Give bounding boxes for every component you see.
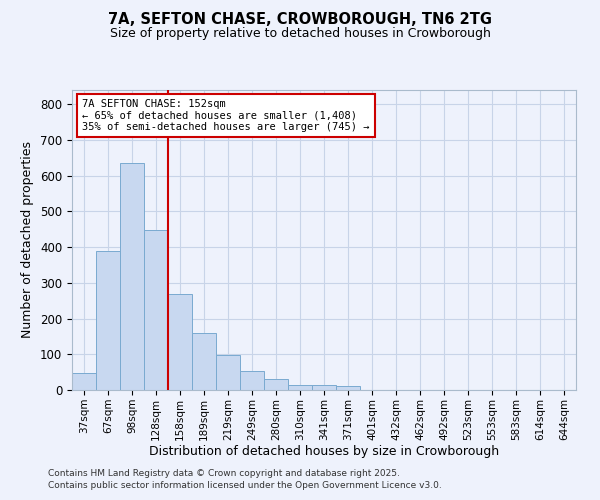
Text: 7A, SEFTON CHASE, CROWBOROUGH, TN6 2TG: 7A, SEFTON CHASE, CROWBOROUGH, TN6 2TG — [108, 12, 492, 28]
Bar — [264, 380, 288, 390]
Bar — [336, 386, 360, 390]
Text: Size of property relative to detached houses in Crowborough: Size of property relative to detached ho… — [110, 28, 490, 40]
Bar — [120, 163, 144, 390]
Bar — [288, 386, 312, 390]
Text: 7A SEFTON CHASE: 152sqm
← 65% of detached houses are smaller (1,408)
35% of semi: 7A SEFTON CHASE: 152sqm ← 65% of detache… — [82, 99, 370, 132]
Bar — [144, 230, 168, 390]
Text: Contains HM Land Registry data © Crown copyright and database right 2025.: Contains HM Land Registry data © Crown c… — [48, 468, 400, 477]
Text: Contains public sector information licensed under the Open Government Licence v3: Contains public sector information licen… — [48, 481, 442, 490]
Bar — [240, 372, 264, 390]
Bar — [312, 386, 336, 390]
Bar — [216, 355, 240, 390]
Bar — [168, 294, 192, 390]
Bar — [192, 333, 216, 390]
X-axis label: Distribution of detached houses by size in Crowborough: Distribution of detached houses by size … — [149, 446, 499, 458]
Bar — [96, 250, 120, 390]
Y-axis label: Number of detached properties: Number of detached properties — [22, 142, 34, 338]
Bar — [72, 373, 96, 390]
